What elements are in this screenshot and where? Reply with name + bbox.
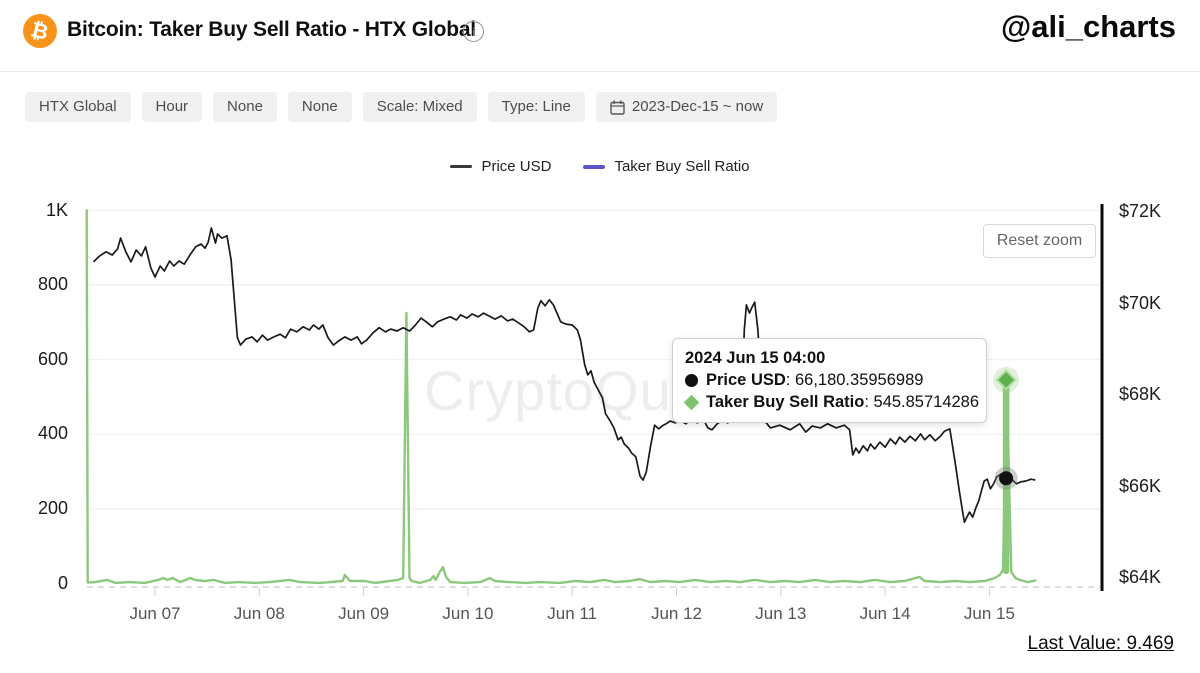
price-marker-halo [994, 466, 1018, 490]
price-marker [999, 471, 1014, 486]
x-axis-tick-label: Jun 15 [963, 604, 1015, 623]
filter-chip[interactable]: None [287, 92, 352, 122]
filter-chip[interactable]: Scale: Mixed [362, 92, 477, 122]
left-axis-tick-label: 200 [37, 498, 68, 519]
legend-item-ratio[interactable]: Taker Buy Sell Ratio [583, 158, 750, 175]
price-marker-icon [685, 373, 698, 387]
left-axis-tick-label: 600 [37, 348, 68, 369]
left-axis-tick-label: 800 [37, 273, 68, 294]
date-range-label: 2023-Dec-15 ~ now [631, 98, 764, 115]
calendar-icon [610, 100, 625, 115]
right-axis-tick-label: $72K [1119, 201, 1162, 221]
page-title: Bitcoin: Taker Buy Sell Ratio - HTX Glob… [67, 18, 476, 41]
x-axis-tick-label: Jun 09 [338, 604, 390, 623]
filter-chip[interactable]: None [213, 92, 277, 122]
left-axis-tick-label: 0 [57, 573, 68, 593]
reset-zoom-button[interactable]: Reset zoom [983, 224, 1096, 258]
info-icon[interactable]: i [463, 21, 484, 42]
right-axis-tick-label: $70K [1119, 292, 1162, 313]
x-axis-tick-label: Jun 11 [547, 604, 598, 623]
tooltip-series-label: Taker Buy Sell Ratio [706, 393, 865, 411]
price-line-swatch [450, 165, 473, 168]
filter-chip[interactable]: Type: Line [487, 92, 585, 122]
x-axis-tick-label: Jun 12 [650, 604, 703, 623]
legend-label: Taker Buy Sell Ratio [614, 158, 750, 175]
tooltip-row: Taker Buy Sell Ratio: 545.85714286 [683, 391, 979, 413]
x-axis-tick-label: Jun 14 [859, 604, 911, 623]
chart-tooltip: 2024 Jun 15 04:00 Price USD: 66,180.3595… [672, 338, 987, 423]
right-axis-tick-label: $64K [1119, 567, 1162, 587]
ratio-marker-diamond [995, 369, 1017, 391]
date-range-chip[interactable]: 2023-Dec-15 ~ now [595, 92, 778, 122]
ratio-diamond-icon [683, 394, 700, 410]
x-axis-tick-label: Jun 08 [233, 604, 285, 623]
ratio-marker-halo [993, 366, 1020, 393]
filter-chip[interactable]: Hour [141, 92, 203, 122]
filter-chip[interactable]: HTX Global [25, 92, 131, 122]
left-axis-tick-label: 400 [37, 423, 68, 444]
x-axis-tick-label: Jun 10 [442, 604, 494, 623]
right-axis-tick-label: $66K [1119, 475, 1162, 496]
tooltip-timestamp: 2024 Jun 15 04:00 [685, 349, 826, 367]
x-axis-tick-label: Jun 13 [755, 604, 807, 623]
filter-bar: HTX Global Hour None None Scale: Mixed Type: … [25, 92, 778, 122]
tooltip-series-label: Price USD [706, 371, 786, 389]
last-value: Last Value: 9.469 [1027, 633, 1174, 654]
author-handle: @ali_charts [1001, 9, 1176, 44]
tooltip-series-value: : 66,180.35956989 [785, 371, 924, 389]
right-axis-tick-label: $68K [1119, 384, 1162, 404]
left-axis-tick-label: 1K [45, 199, 68, 220]
header-divider [0, 71, 1200, 72]
legend-item-price[interactable]: Price USD [450, 158, 551, 175]
ratio-line-swatch [583, 164, 606, 169]
bitcoin-icon: ₿ [23, 14, 57, 48]
x-axis-tick-label: Jun 07 [129, 604, 181, 623]
tooltip-row: Price USD: 66,180.35956989 [685, 369, 974, 391]
tooltip-series-value: : 545.85714286 [864, 393, 980, 411]
legend-label: Price USD [481, 158, 552, 175]
chart-legend: Price USD Taker Buy Sell Ratio [0, 158, 1200, 175]
